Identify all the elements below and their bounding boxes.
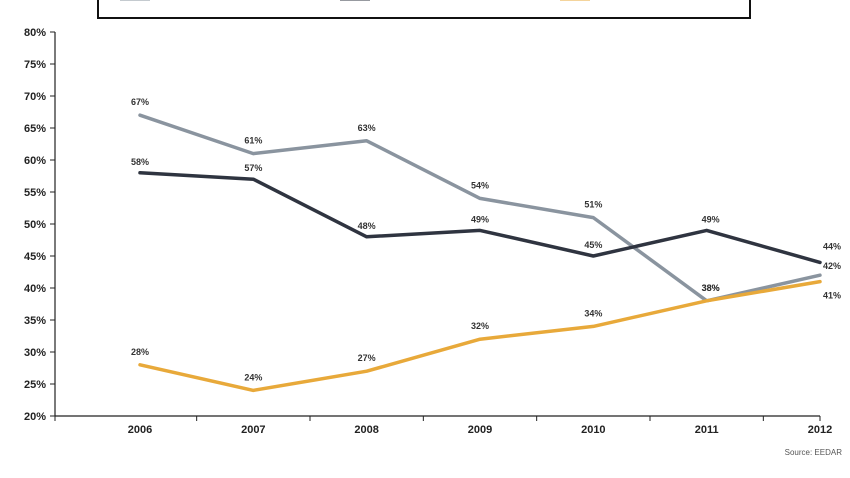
data-label: 24% [244, 372, 262, 382]
data-label: 42% [823, 261, 841, 271]
data-label: 48% [358, 221, 376, 231]
y-tick-label: 50% [24, 219, 46, 231]
series-line-1 [138, 113, 822, 303]
legend-box [97, 0, 751, 19]
data-label: 38% [702, 283, 720, 293]
data-label: 27% [358, 353, 376, 363]
data-label: 57% [244, 163, 262, 173]
x-tick-label: 2006 [128, 424, 152, 436]
data-label: 54% [471, 180, 489, 190]
x-tick-label: 2012 [808, 424, 832, 436]
data-label: 34% [584, 308, 602, 318]
y-axis-ticks: 20% 25% 30% 35% 40% 45% 50% 55% 60% 65% 70% 75% 80% [24, 27, 55, 423]
x-tick-label: 2007 [241, 424, 265, 436]
data-label: 32% [471, 321, 489, 331]
data-label: 44% [823, 241, 841, 251]
data-label: 38% [702, 283, 720, 293]
x-tick-label: 2008 [354, 424, 378, 436]
data-label: 51% [584, 200, 602, 210]
data-label: 28% [131, 347, 149, 357]
x-tick-label: 2009 [468, 424, 492, 436]
data-label: 58% [131, 157, 149, 167]
y-tick-label: 30% [24, 347, 46, 359]
x-axis-ticks: 2006 2007 2008 2009 2010 2011 2012 [54, 416, 832, 436]
series-lines [138, 113, 822, 393]
series-line-2 [138, 171, 822, 265]
data-label: 49% [702, 214, 720, 224]
y-tick-label: 60% [24, 155, 46, 167]
source-note: Source: EEDAR [785, 448, 843, 457]
series-line-3 [138, 279, 822, 393]
y-tick-label: 80% [24, 27, 46, 39]
y-tick-label: 70% [24, 91, 46, 103]
data-label: 61% [244, 136, 262, 146]
data-label: 41% [823, 291, 841, 301]
data-label: 63% [358, 123, 376, 133]
y-tick-label: 20% [24, 411, 46, 423]
data-label: 67% [131, 97, 149, 107]
x-tick-label: 2010 [581, 424, 605, 436]
data-labels: 67% 61% 63% 54% 51% 38% 42% 58% 57% 48% 49% 45% 49% 4… [131, 97, 841, 382]
y-tick-label: 45% [24, 251, 46, 263]
y-tick-label: 75% [24, 59, 46, 71]
y-tick-label: 65% [24, 123, 46, 135]
y-tick-label: 25% [24, 379, 46, 391]
x-tick-label: 2011 [695, 424, 719, 436]
data-label: 49% [471, 214, 489, 224]
y-tick-label: 40% [24, 283, 46, 295]
y-tick-label: 55% [24, 187, 46, 199]
data-label: 45% [584, 240, 602, 250]
y-tick-label: 35% [24, 315, 46, 327]
